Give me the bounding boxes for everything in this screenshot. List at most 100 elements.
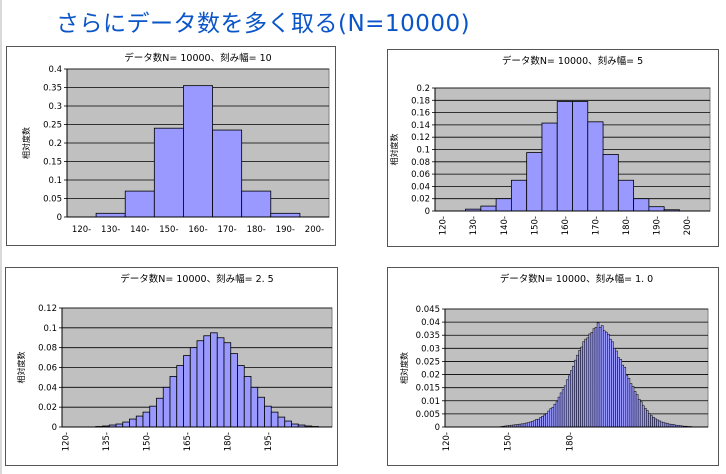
histogram-bar <box>582 341 585 428</box>
histogram-bar <box>270 212 301 218</box>
y-axis-label: 相対度数 <box>389 134 399 166</box>
y-tick-label: 0.045 <box>416 305 440 315</box>
histogram-bar <box>135 415 144 428</box>
y-tick-label: 0.015 <box>416 384 440 394</box>
histogram-bar <box>189 347 198 428</box>
histogram-bar <box>666 423 670 428</box>
y-tick-label: 0.08 <box>411 158 430 168</box>
histogram-bar <box>602 330 606 428</box>
x-tick-label: 120- <box>61 432 71 451</box>
histogram-bar <box>551 407 555 428</box>
y-tick-label: 0 <box>57 213 62 223</box>
chart-panel-bin10: データ数N= 10000、刻み幅= 10 相対度数 0 0.05 0.1 0.15 0.2 0… <box>6 46 336 246</box>
histogram-bar <box>658 420 661 428</box>
histogram-bar <box>210 332 218 428</box>
histogram-bar <box>156 397 164 428</box>
histogram-bar <box>621 364 625 428</box>
histogram-bar <box>611 341 614 428</box>
y-tick-label: 0.08 <box>38 344 57 354</box>
histogram-bar <box>264 405 272 428</box>
histogram-bar <box>602 154 619 212</box>
x-tick-label: 195- <box>264 432 274 451</box>
histogram-bar <box>652 417 655 428</box>
histogram-bar <box>212 129 243 218</box>
histogram-bar <box>556 101 573 212</box>
histogram-bar <box>510 179 528 212</box>
y-axis-label: 相対度数 <box>16 352 26 384</box>
histogram-bar <box>617 357 620 428</box>
x-tick-label: 190- <box>653 216 663 235</box>
histogram-bar <box>237 365 245 428</box>
histogram-bar <box>656 419 659 428</box>
histogram-bar <box>596 322 600 428</box>
histogram-bar <box>572 101 589 212</box>
histogram-bar <box>495 198 512 212</box>
x-tick-label: 180- <box>247 225 266 235</box>
histogram-bar <box>598 327 602 428</box>
y-tick-label: 0.02 <box>38 403 57 413</box>
y-tick-label: 0.15 <box>43 158 62 168</box>
histogram-bar <box>522 423 526 428</box>
histogram-bar <box>613 348 616 428</box>
x-tick-label: 190- <box>276 225 295 235</box>
histogram-bar <box>526 152 543 212</box>
x-tick-label: 200- <box>683 216 693 235</box>
y-tick-label: 0.02 <box>421 371 440 381</box>
y-tick-label: 0 <box>52 423 57 433</box>
y-tick-label: 0.035 <box>416 331 440 341</box>
x-tick-label: 150- <box>530 216 540 235</box>
histogram-bar <box>250 386 259 428</box>
y-tick-label: 0.35 <box>43 84 62 94</box>
histogram-bar <box>543 414 546 428</box>
histogram-bar <box>619 359 622 428</box>
x-tick-label: 160- <box>561 216 571 235</box>
histogram-bar <box>537 418 540 428</box>
y-tick-label: 0.1 <box>43 324 57 334</box>
histogram-bar <box>243 376 252 428</box>
y-tick-label: 0.04 <box>411 182 430 192</box>
y-tick-label: 0.2 <box>416 84 430 94</box>
histogram-bar <box>648 413 651 428</box>
histogram-bar <box>124 190 155 218</box>
histogram-bin1: データ数N= 10000、刻み幅= 1. 0 相対度数 0 0.005 0.01 0.01… <box>399 273 709 451</box>
histogram-bar <box>584 338 588 428</box>
histogram-bar <box>644 408 647 428</box>
histogram-bar <box>639 401 643 428</box>
y-tick-label: 0.14 <box>411 121 430 131</box>
histogram-bar <box>230 353 238 428</box>
histogram-bar <box>578 350 581 428</box>
histogram-bar <box>586 337 590 428</box>
histogram-bar <box>633 198 650 212</box>
y-tick-label: 0.1 <box>416 146 430 156</box>
y-tick-label: 0 <box>435 423 440 433</box>
histogram-bar <box>555 401 559 428</box>
y-tick-label: 0.04 <box>38 383 57 393</box>
histogram-bar <box>580 346 583 428</box>
histogram-bar <box>625 374 629 428</box>
histogram-bar <box>574 359 577 428</box>
histogram-bar <box>541 415 544 428</box>
slide-title: さらにデータ数を多く取る(N=10000) <box>56 11 471 37</box>
y-tick-label: 0.3 <box>48 102 62 112</box>
x-tick-label: 120- <box>442 432 452 451</box>
histogram-bar <box>203 335 211 428</box>
x-tick-label: 130- <box>469 216 479 235</box>
x-tick-label: 180- <box>565 432 575 451</box>
slide-edge <box>0 0 2 474</box>
histogram-bar <box>176 365 184 428</box>
y-tick-label: 0.18 <box>411 96 430 106</box>
histogram-bar <box>617 179 635 212</box>
histogram-bar <box>535 419 538 428</box>
histogram-bar <box>642 405 645 428</box>
histogram-bar <box>592 328 596 428</box>
y-tick-label: 0.005 <box>416 410 440 420</box>
y-axis-label: 相対度数 <box>399 352 409 384</box>
histogram-bar <box>95 212 126 218</box>
y-tick-label: 0.025 <box>416 357 440 367</box>
x-tick-label: 120- <box>72 225 91 235</box>
y-tick-label: 0.06 <box>38 364 57 374</box>
histogram-bar <box>635 394 639 428</box>
x-tick-label: 150- <box>142 432 152 451</box>
histogram-bar <box>633 391 637 428</box>
histogram-bar <box>594 327 598 428</box>
